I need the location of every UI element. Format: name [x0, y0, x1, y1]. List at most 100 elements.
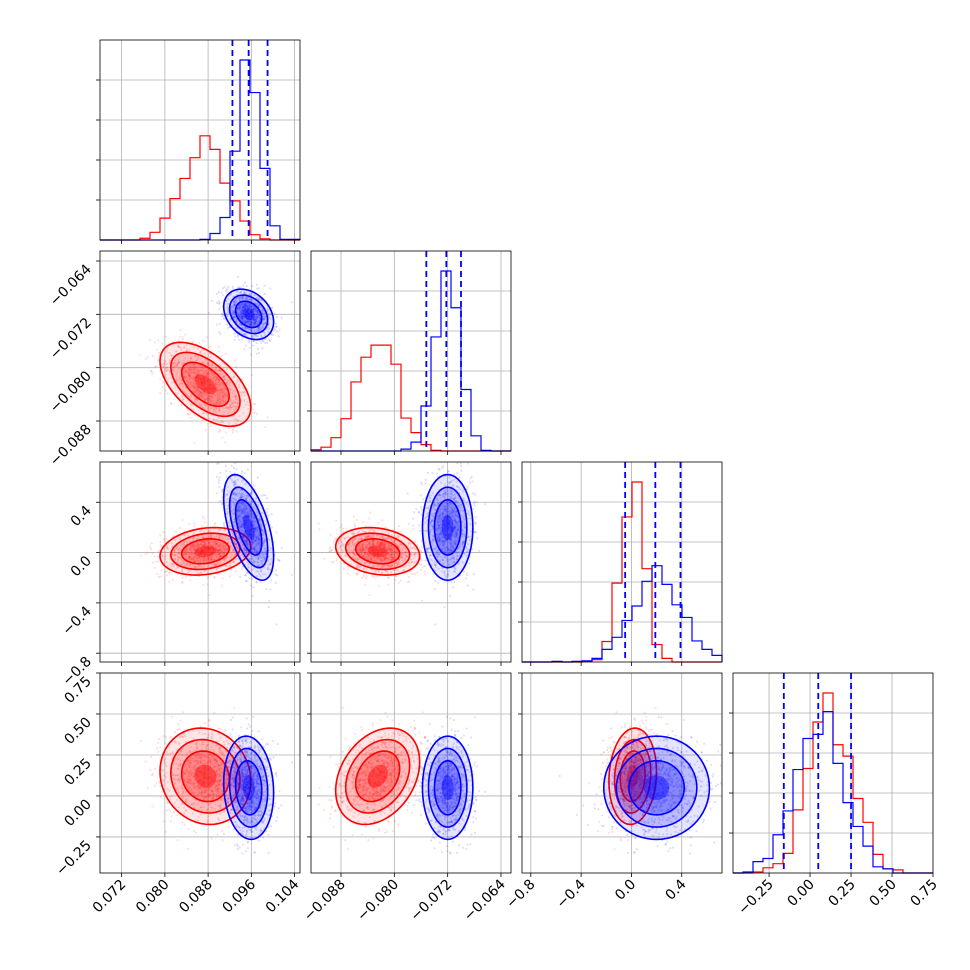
scatter-point — [199, 391, 202, 395]
scatter-point — [203, 547, 206, 550]
scatter-point — [211, 546, 214, 549]
scatter-point — [227, 565, 230, 568]
scatter-point — [203, 555, 206, 558]
scatter-point — [213, 558, 216, 561]
scatter-point — [197, 381, 201, 384]
scatter-point — [217, 543, 220, 547]
scatter-point — [216, 377, 220, 380]
scatter-point — [202, 395, 205, 398]
scatter-point — [202, 380, 205, 383]
scatter-point — [246, 511, 250, 514]
scatter-point — [244, 321, 247, 324]
scatter-point — [210, 547, 213, 550]
scatter-point — [353, 525, 356, 528]
scatter-point — [188, 563, 192, 566]
scatter-point — [208, 534, 212, 537]
scatter-point — [164, 570, 167, 574]
scatter-point — [211, 395, 214, 399]
scatter-point — [203, 557, 206, 560]
scatter-point — [215, 556, 218, 559]
scatter-point — [216, 396, 219, 399]
scatter-point — [241, 326, 245, 329]
scatter-point — [208, 384, 212, 387]
scatter-point — [188, 553, 191, 556]
scatter-point — [247, 308, 251, 311]
scatter-point — [220, 388, 223, 391]
scatter-point — [434, 623, 437, 626]
scatter-point — [196, 555, 199, 558]
scatter-point — [416, 571, 419, 574]
scatter-point — [246, 318, 249, 321]
scatter-point — [226, 379, 229, 382]
scatter-point — [253, 321, 257, 324]
scatter-point — [227, 412, 230, 415]
scatter-point — [204, 387, 208, 390]
scatter-point — [222, 549, 225, 552]
scatter-point — [201, 380, 204, 383]
scatter-point — [178, 555, 181, 559]
scatter-point — [224, 352, 227, 355]
scatter-point — [225, 368, 229, 371]
scatter-point — [218, 382, 221, 385]
scatter-point — [220, 312, 224, 315]
scatter-point — [202, 379, 206, 382]
scatter-point — [248, 292, 251, 295]
scatter-point — [200, 382, 203, 386]
scatter-point — [234, 543, 237, 546]
scatter-point — [251, 335, 255, 338]
scatter-point — [215, 401, 218, 404]
scatter-point — [246, 305, 249, 308]
scatter-point — [184, 540, 187, 543]
scatter-point — [209, 377, 212, 380]
scatter-point — [211, 541, 215, 544]
scatter-point — [255, 303, 258, 306]
scatter-point — [280, 316, 283, 319]
scatter-point — [257, 327, 261, 330]
scatter-point — [212, 540, 215, 544]
scatter-point — [187, 570, 190, 574]
scatter-point — [199, 377, 202, 380]
scatter-point — [234, 418, 237, 421]
scatter-point — [173, 549, 176, 553]
scatter-point — [195, 549, 198, 553]
scatter-point — [219, 471, 222, 475]
scatter-point — [200, 394, 203, 398]
scatter-point — [253, 322, 257, 325]
scatter-point — [245, 321, 248, 324]
scatter-point — [240, 303, 244, 306]
scatter-point — [172, 369, 176, 372]
scatter-point — [207, 360, 210, 363]
scatter-point — [166, 368, 170, 372]
scatter-point — [262, 318, 265, 321]
scatter-point — [226, 395, 229, 399]
scatter-point — [181, 568, 184, 571]
scatter-point — [224, 565, 227, 568]
scatter-point — [225, 557, 228, 560]
scatter-point — [213, 376, 216, 379]
scatter-point — [179, 347, 182, 350]
scatter-point — [164, 360, 167, 363]
scatter-point — [199, 391, 202, 394]
scatter-point — [189, 569, 193, 572]
scatter-point — [207, 530, 211, 533]
scatter-point — [199, 558, 203, 561]
scatter-point — [191, 384, 194, 387]
scatter-point — [248, 292, 251, 296]
scatter-point — [247, 328, 250, 331]
scatter-point — [201, 545, 204, 548]
scatter-point — [244, 344, 248, 347]
scatter-point — [177, 339, 180, 342]
scatter-point — [203, 381, 206, 384]
scatter-point — [250, 308, 254, 311]
scatter-point — [178, 526, 181, 530]
scatter-point — [233, 316, 236, 319]
scatter-point — [231, 309, 234, 312]
scatter-point — [175, 379, 178, 382]
scatter-point — [252, 411, 255, 414]
scatter-point — [217, 350, 221, 353]
scatter-point — [172, 563, 175, 566]
scatter-point — [210, 535, 213, 538]
scatter-point — [250, 329, 253, 332]
scatter-point — [220, 373, 223, 376]
scatter-point — [241, 302, 244, 306]
